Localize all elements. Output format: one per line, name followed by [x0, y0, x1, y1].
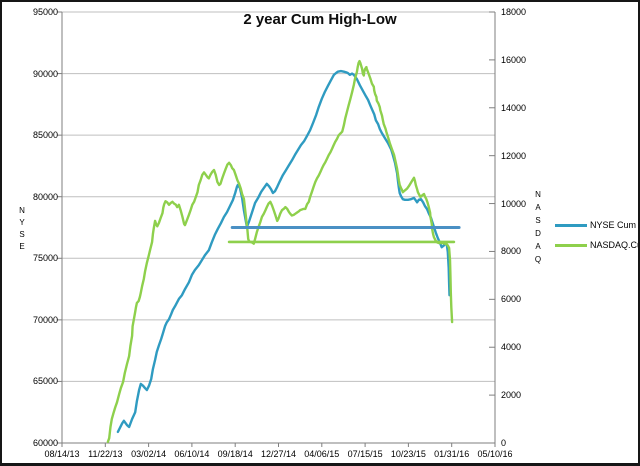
axis-title-letter: A	[535, 203, 541, 212]
x-axis-tick-label: 07/15/15	[347, 449, 383, 459]
legend-label: NYSE Cum	[590, 220, 637, 230]
x-axis-tick-label: 09/18/14	[217, 449, 253, 459]
right-axis-tick-label: 0	[501, 438, 507, 448]
x-axis-tick-label: 11/22/13	[88, 449, 123, 459]
right-axis-tick-label: 6000	[501, 294, 522, 305]
axis-title-letter: S	[19, 230, 25, 239]
x-axis-tick-label: 10/23/15	[390, 449, 426, 459]
left-axis-tick-label: 65000	[32, 376, 58, 387]
axis-title-letter: Y	[19, 218, 25, 227]
x-axis-tick-label: 12/27/14	[260, 449, 297, 459]
axis-title-letter: A	[535, 242, 541, 251]
right-axis-tick-label: 2000	[501, 390, 522, 401]
legend-line-swatch	[555, 223, 587, 227]
right-axis-tick-label: 16000	[501, 54, 527, 65]
right-axis-tick-label: 4000	[501, 342, 522, 353]
left-axis-tick-label: 85000	[32, 130, 58, 141]
right-axis-tick-label: 8000	[501, 246, 522, 257]
left-axis-tick-label: 95000	[32, 7, 58, 17]
x-axis-tick-label: 08/14/13	[44, 449, 80, 459]
series-nasdaq-cum	[106, 59, 454, 443]
x-axis-tick-label: 03/02/14	[131, 449, 167, 459]
left-axis-tick-label: 60000	[32, 438, 58, 448]
right-axis-tick-label: 14000	[501, 102, 527, 113]
x-axis-tick-label: 04/06/15	[304, 449, 340, 459]
legend-item-nasdaq-cum: NASDAQ.Cum	[555, 239, 638, 251]
axis-title-letter: E	[19, 242, 25, 251]
axis-title-letter: Q	[534, 255, 542, 264]
legend-label: NASDAQ.Cum	[590, 240, 638, 250]
left-axis-tick-label: 80000	[32, 191, 58, 202]
legend-item-nyse-cum: NYSE Cum	[555, 219, 636, 231]
x-axis-tick-label: 06/10/14	[174, 449, 210, 459]
axis-title-letter: N	[535, 190, 541, 199]
right-axis-tick-label: 12000	[501, 150, 527, 161]
series-nyse-cum	[116, 69, 451, 434]
axis-title-letter: S	[535, 216, 541, 225]
chart-title: 2 year Cum High-Low	[243, 11, 397, 28]
legend-line-swatch	[555, 243, 587, 247]
axis-title-letter: D	[535, 229, 541, 238]
axis-title-letter: N	[19, 206, 25, 215]
x-axis-tick-label: 01/31/16	[434, 449, 470, 459]
right-axis-tick-label: 18000	[501, 7, 527, 17]
x-axis-tick-label: 05/10/16	[477, 449, 513, 459]
left-axis-tick-label: 90000	[32, 68, 58, 79]
left-axis-tick-label: 70000	[32, 314, 58, 325]
left-axis-tick-label: 75000	[32, 253, 58, 264]
right-axis-tick-label: 10000	[501, 198, 527, 209]
